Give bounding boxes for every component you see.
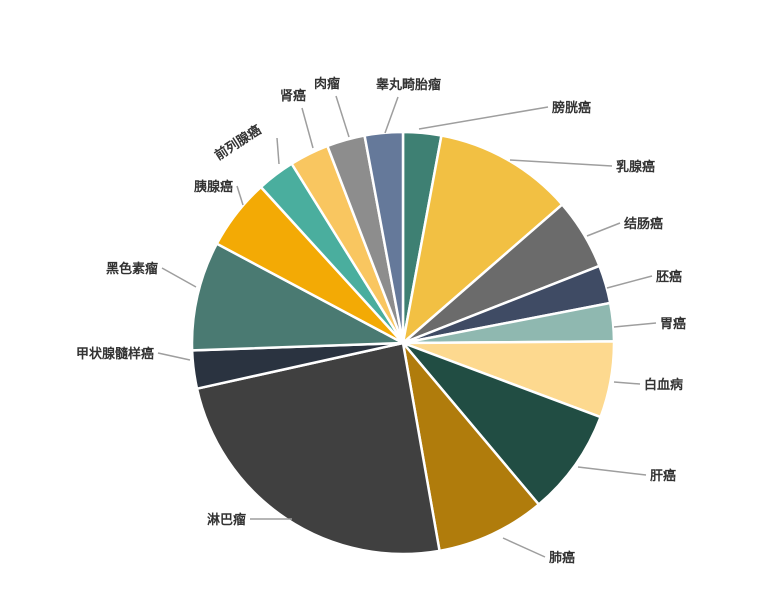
leader-line (335, 95, 350, 138)
slice-label: 肝癌 (650, 468, 676, 484)
leader-line (236, 185, 244, 206)
slice-label: 结肠癌 (624, 216, 663, 232)
leader-line (606, 275, 653, 289)
leader-line (418, 106, 549, 130)
leader-line (577, 466, 647, 476)
leader-line (613, 322, 657, 328)
pie-slice (398, 340, 603, 507)
slice-label: 肾癌 (280, 88, 306, 104)
leader-line (161, 267, 197, 288)
pie-slice (190, 242, 408, 352)
slice-label: 肺癌 (549, 550, 575, 566)
leader-line (276, 137, 280, 165)
slice-label: 肉瘤 (314, 76, 340, 92)
slice-label: 睾丸畸胎瘤 (376, 77, 441, 93)
slice-label: 淋巴瘤 (207, 512, 246, 528)
pie-slice (401, 134, 564, 347)
pie-slice (400, 338, 541, 553)
slice-label: 胚癌 (656, 269, 682, 285)
leader-line (157, 352, 191, 361)
slice-label: 膀胱癌 (551, 100, 591, 116)
leader-lines (157, 95, 657, 558)
slice-label: 甲状腺髓样癌 (76, 346, 154, 362)
slice-label: 胃癌 (660, 316, 686, 332)
leader-line (586, 222, 621, 237)
pie-slice (363, 130, 405, 344)
pie-slices (190, 130, 616, 556)
slice-label: 前列腺癌 (212, 122, 264, 164)
leader-line (301, 107, 314, 149)
slice-label: 乳腺癌 (616, 159, 655, 175)
slice-label: 白血病 (644, 377, 683, 393)
leader-line (502, 537, 546, 558)
slice-label: 胰腺癌 (194, 179, 233, 195)
slice-label: 黑色素瘤 (106, 261, 158, 277)
leader-line (509, 159, 613, 167)
leader-line (384, 96, 399, 134)
leader-line (613, 381, 641, 385)
